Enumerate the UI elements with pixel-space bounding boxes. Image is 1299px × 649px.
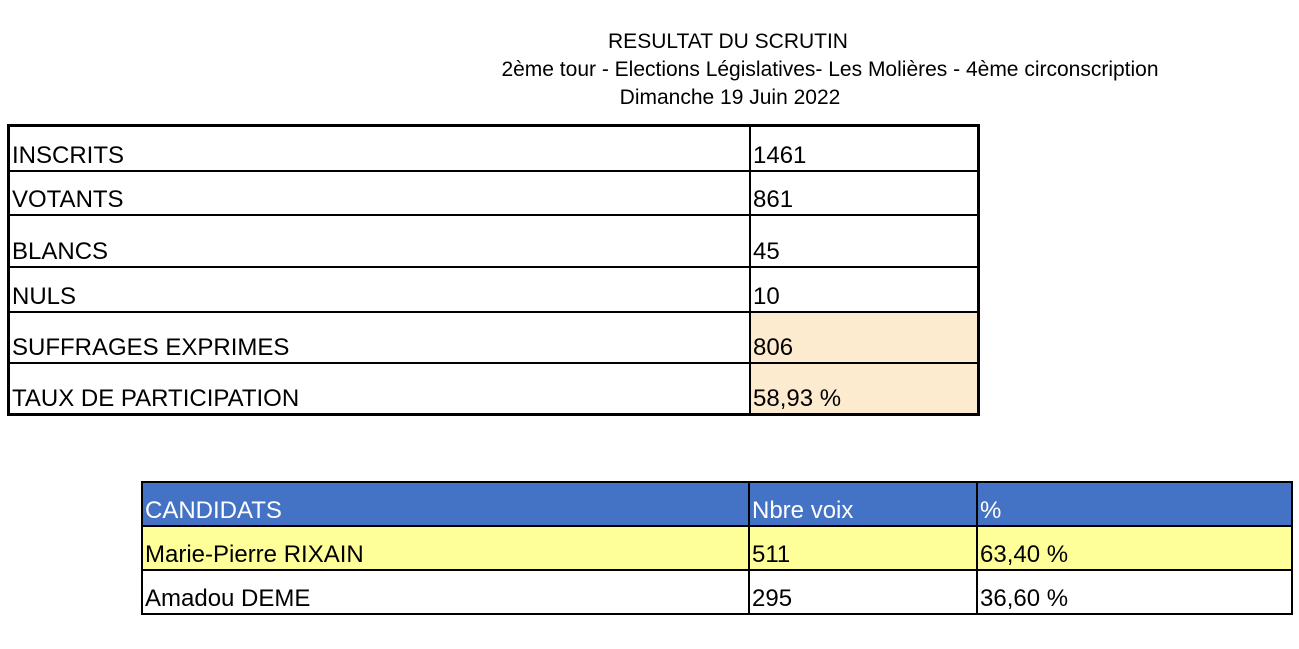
stat-label-taux-participation: TAUX DE PARTICIPATION (7, 362, 751, 416)
candidate-name: Amadou DEME (141, 569, 750, 615)
page-title: RESULTAT DU SCRUTIN (608, 30, 848, 53)
stat-label-blancs: BLANCS (7, 214, 751, 268)
candidate-percent: 63,40 % (976, 525, 1293, 571)
stat-value-nuls: 10 (749, 266, 980, 313)
stat-label-inscrits: INSCRITS (7, 124, 751, 172)
candidate-votes: 295 (748, 569, 978, 615)
election-subtitle: 2ème tour - Elections Législatives- Les … (501, 58, 1159, 81)
candidate-votes: 511 (748, 525, 978, 571)
stat-value-inscrits: 1461 (749, 124, 980, 172)
column-header-candidats: CANDIDATS (141, 481, 750, 527)
turnout-table: INSCRITS 1461 VOTANTS 861 BLANCS 45 NULS… (7, 124, 980, 416)
stat-value-blancs: 45 (749, 214, 980, 268)
candidate-name: Marie-Pierre RIXAIN (141, 525, 750, 571)
stat-value-votants: 861 (749, 170, 980, 216)
candidates-table: CANDIDATS Nbre voix % Marie-Pierre RIXAI… (141, 481, 1293, 615)
table-row: SUFFRAGES EXPRIMES 806 (7, 311, 980, 364)
stat-label-suffrages-exprimes: SUFFRAGES EXPRIMES (7, 311, 751, 364)
stat-label-votants: VOTANTS (7, 170, 751, 216)
table-row: Marie-Pierre RIXAIN 511 63,40 % (141, 525, 1293, 571)
column-header-votes: Nbre voix (748, 481, 978, 527)
stat-value-taux-participation: 58,93 % (749, 362, 980, 416)
column-header-percent: % (976, 481, 1293, 527)
table-header-row: CANDIDATS Nbre voix % (141, 481, 1293, 527)
candidate-percent: 36,60 % (976, 569, 1293, 615)
election-date: Dimanche 19 Juin 2022 (619, 86, 841, 109)
table-row: VOTANTS 861 (7, 170, 980, 216)
table-row: Amadou DEME 295 36,60 % (141, 569, 1293, 615)
table-row: BLANCS 45 (7, 214, 980, 268)
table-row: NULS 10 (7, 266, 980, 313)
stat-value-suffrages-exprimes: 806 (749, 311, 980, 364)
stat-label-nuls: NULS (7, 266, 751, 313)
table-row: TAUX DE PARTICIPATION 58,93 % (7, 362, 980, 416)
results-header: RESULTAT DU SCRUTIN 2ème tour - Election… (380, 28, 1280, 112)
table-row: INSCRITS 1461 (7, 124, 980, 172)
